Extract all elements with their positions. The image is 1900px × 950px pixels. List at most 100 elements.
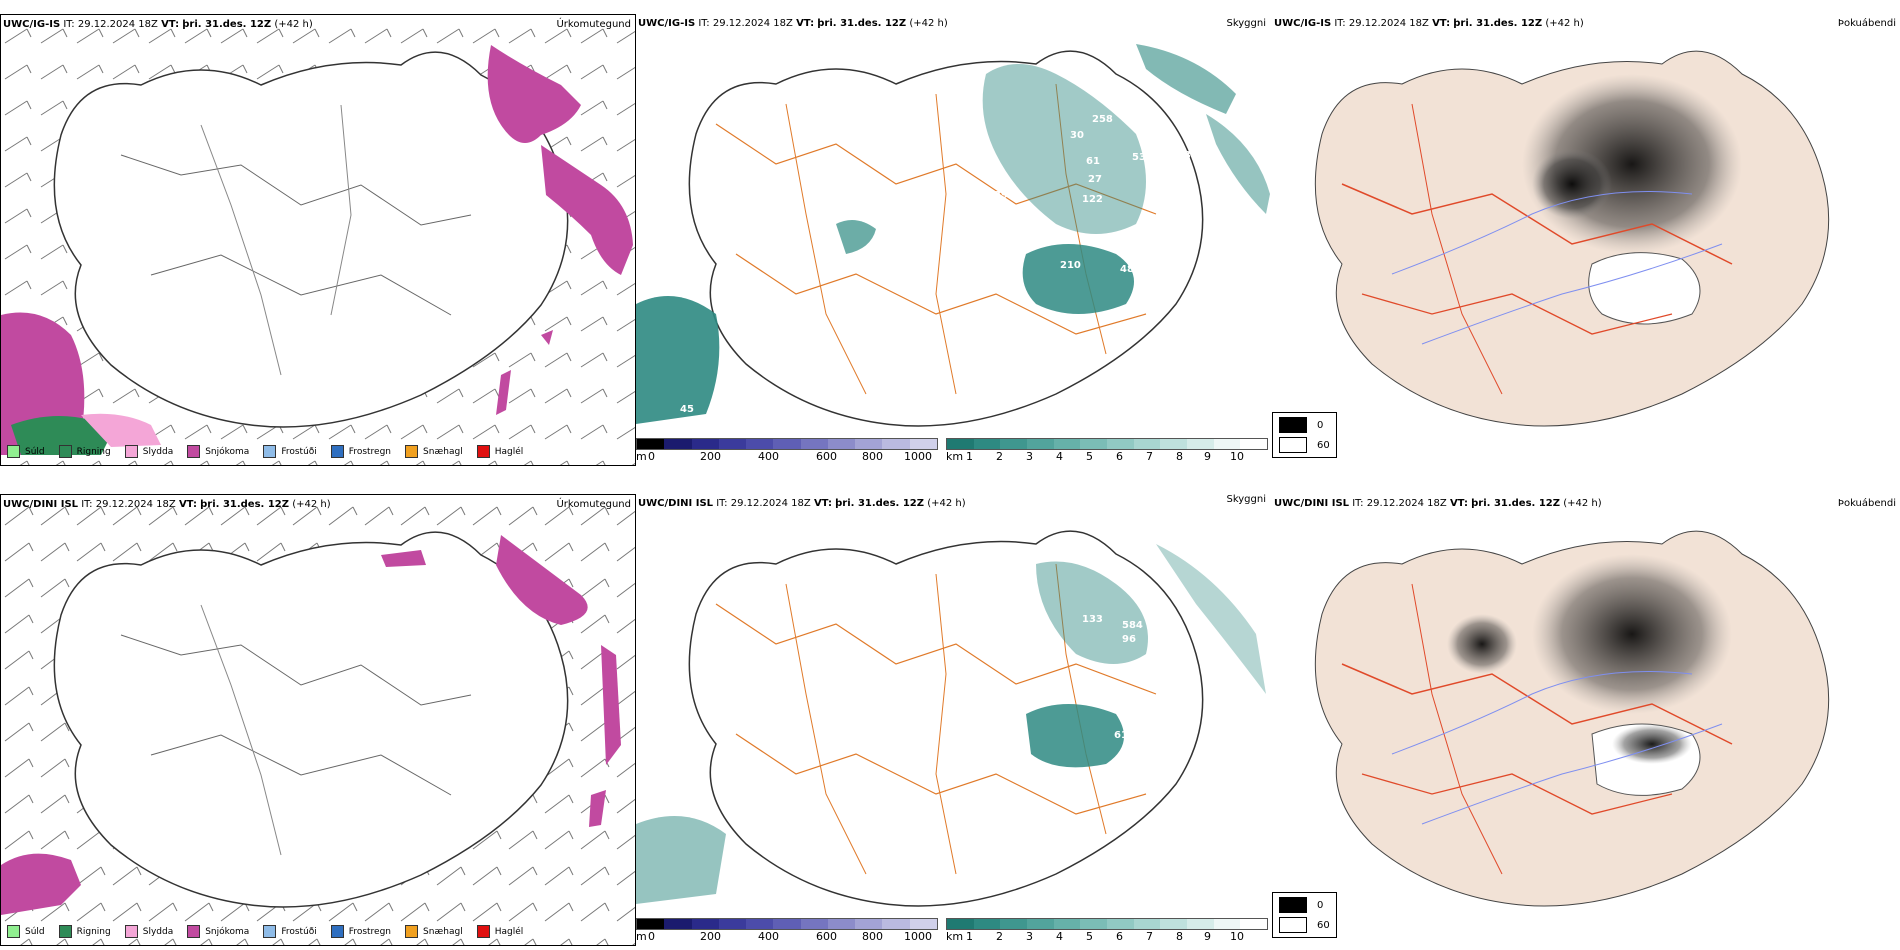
- visibility-panel-bottom: 54 133 584 96 61 UWC/DINI ISL IT: 29.12.…: [636, 494, 1270, 944]
- visibility-var-label-bottom: Skyggni: [1226, 494, 1266, 505]
- legend-swatch: [1279, 917, 1307, 933]
- colorbar-segment: [800, 919, 828, 929]
- colorbar-segment: [973, 919, 1001, 929]
- colorbar-segment: [855, 439, 883, 449]
- colorbar-segment: [827, 439, 856, 449]
- visibility-ticks-bottom: km 1 2 3 4 5 6 7 8 9 10: [946, 930, 1244, 943]
- colorbar-segment: [1240, 919, 1268, 929]
- legend-item: Rigning: [58, 445, 111, 458]
- colorbar-segment: [882, 439, 910, 449]
- legend-item: Slydda: [124, 925, 173, 938]
- colorbar-segment: [1213, 439, 1241, 449]
- cloud-var-label-top: Þokuábendi: [1837, 18, 1896, 29]
- precip-map-top: [1, 15, 635, 465]
- colorbar-segment: [664, 439, 692, 449]
- legend-swatch: [405, 925, 419, 938]
- vis-label: 61: [1086, 156, 1100, 167]
- colorbar-segment: [746, 919, 774, 929]
- visibility-ticks-top: km 1 2 3 4 5 6 7 8 9 10: [946, 450, 1244, 463]
- cloud-title-bottom: UWC/DINI ISL IT: 29.12.2024 18Z VT: þri.…: [1274, 498, 1602, 509]
- colorbar-segment: [718, 919, 747, 929]
- vis-label: 45: [680, 404, 694, 415]
- colorbar-segment: [1000, 919, 1028, 929]
- legend-swatch: [1279, 897, 1307, 913]
- precip-title-top: UWC/IG-IS IT: 29.12.2024 18Z VT: þri. 31…: [3, 19, 313, 30]
- legend-item: Frostúði: [263, 925, 317, 938]
- legend-swatch: [1279, 437, 1307, 453]
- legend-item: Súld: [7, 445, 45, 458]
- precip-legend-top: Súld Rigning Slydda Snjókoma Frostúði Fr…: [7, 445, 537, 458]
- precip-var-label-top: Úrkomutegund: [556, 19, 631, 30]
- colorbar-segment: [1027, 919, 1054, 929]
- vis-label: 30: [1070, 130, 1084, 141]
- visibility-colorbar-top: [946, 438, 1268, 450]
- height-colorbar-top: [636, 438, 938, 450]
- colorbar-segment: [691, 439, 719, 449]
- colorbar-segment: [1000, 439, 1028, 449]
- cloud-title-top: UWC/IG-IS IT: 29.12.2024 18Z VT: þri. 31…: [1274, 18, 1584, 29]
- legend-swatch: [124, 445, 138, 458]
- vis-label: 365: [1184, 150, 1205, 161]
- legend-swatch: [405, 445, 419, 458]
- vis-label: 61: [1114, 730, 1128, 741]
- colorbar-segment: [773, 439, 801, 449]
- visibility-title-top: UWC/IG-IS IT: 29.12.2024 18Z VT: þri. 31…: [638, 18, 948, 29]
- colorbar-segment: [691, 919, 719, 929]
- legend-item: Snæhagl: [405, 445, 463, 458]
- cloud-panel-top: UWC/IG-IS IT: 29.12.2024 18Z VT: þri. 31…: [1272, 14, 1900, 464]
- colorbar-segment: [637, 439, 665, 449]
- visibility-panel-top: 258 30 538 365 394 61 27 122 553 210 486…: [636, 14, 1270, 464]
- legend-swatch: [187, 445, 201, 458]
- precip-var-label-bottom: Úrkomutegund: [556, 499, 631, 510]
- cloud-map-top: [1314, 50, 1830, 427]
- colorbar-segment: [827, 919, 856, 929]
- colorbar-segment: [718, 439, 747, 449]
- legend-swatch: [476, 445, 490, 458]
- colorbar-segment: [1053, 439, 1081, 449]
- colorbar-segment: [1240, 439, 1268, 449]
- colorbar-segment: [746, 439, 774, 449]
- legend-item: Frostregn: [330, 445, 391, 458]
- precip-panel-bottom: UWC/DINI ISL IT: 29.12.2024 18Z VT: þri.…: [0, 494, 636, 946]
- colorbar-segment: [882, 919, 910, 929]
- colorbar-segment: [947, 439, 974, 449]
- vis-label: 553: [948, 246, 969, 257]
- legend-swatch: [1279, 417, 1307, 433]
- colorbar-segment: [773, 919, 801, 929]
- vis-label: 27: [1088, 174, 1102, 185]
- colorbar-segment: [973, 439, 1001, 449]
- legend-swatch: [7, 445, 20, 458]
- colorbar-segment: [855, 919, 883, 929]
- vis-label: 54: [1144, 600, 1158, 611]
- legend-swatch: [330, 445, 344, 458]
- visibility-map-bottom: [636, 530, 1266, 907]
- legend-swatch: [7, 925, 20, 938]
- vis-label: 394: [994, 190, 1015, 201]
- colorbar-segment: [1133, 439, 1161, 449]
- legend-item: Slydda: [124, 445, 173, 458]
- colorbar-segment: [1053, 919, 1081, 929]
- vis-label: 486: [1120, 264, 1141, 275]
- cloud-legend-top: 0 60: [1272, 412, 1337, 458]
- visibility-title-bottom: UWC/DINI ISL IT: 29.12.2024 18Z VT: þri.…: [638, 498, 966, 509]
- legend-item: Súld: [7, 925, 45, 938]
- colorbar-segment: [909, 919, 937, 929]
- colorbar-segment: [1213, 919, 1241, 929]
- colorbar-segment: [664, 919, 692, 929]
- visibility-var-label-top: Skyggni: [1226, 18, 1266, 29]
- vis-label: 538: [1132, 152, 1153, 163]
- precip-map-bottom: [1, 495, 635, 945]
- cloud-panel-bottom: UWC/DINI ISL IT: 29.12.2024 18Z VT: þri.…: [1272, 494, 1900, 944]
- legend-swatch: [263, 445, 277, 458]
- height-colorbar-bottom: [636, 918, 938, 930]
- colorbar-segment: [1080, 919, 1108, 929]
- colorbar-segment: [1107, 919, 1134, 929]
- cloud-legend-row: 0: [1279, 897, 1330, 913]
- height-ticks-bottom: m 0 200 400 600 800 1000: [636, 930, 932, 943]
- cloud-legend-row: 0: [1279, 417, 1330, 433]
- precip-legend-bottom: Súld Rigning Slydda Snjókoma Frostúði Fr…: [7, 925, 537, 938]
- precip-panel-top: UWC/IG-IS IT: 29.12.2024 18Z VT: þri. 31…: [0, 14, 636, 466]
- legend-item: Frostregn: [330, 925, 391, 938]
- cloud-var-label-bottom: Þokuábendi: [1837, 498, 1896, 509]
- height-ticks-top: m 0 200 400 600 800 1000: [636, 450, 932, 463]
